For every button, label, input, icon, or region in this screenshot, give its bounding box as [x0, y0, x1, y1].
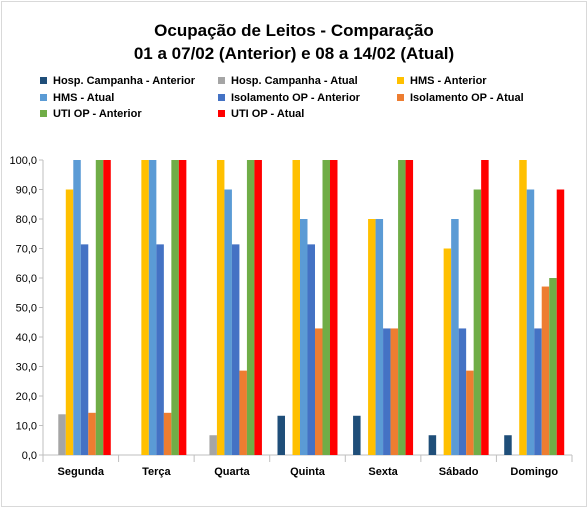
legend-swatch [397, 77, 404, 84]
legend-item-isolamento-op-anterior: Isolamento OP - Anterior [218, 91, 360, 105]
bar [368, 219, 376, 455]
x-tick-label: Quarta [214, 466, 250, 478]
y-tick-label: 90,0 [16, 185, 37, 197]
legend-label: HMS - Anterior [410, 75, 487, 87]
bar [556, 189, 565, 455]
legend-swatch [40, 110, 47, 117]
legend-item-hms-atual: HMS - Atual [40, 91, 114, 105]
bar [58, 414, 66, 455]
bar [292, 160, 300, 455]
legend-item-hosp-campanha-atual: Hosp. Campanha - Atual [218, 74, 358, 88]
bar [224, 189, 232, 455]
bar [73, 160, 81, 455]
bar [451, 219, 459, 455]
bar [473, 189, 482, 455]
bar [466, 370, 474, 455]
bar [398, 160, 406, 455]
x-tick-label: Domingo [510, 466, 558, 478]
bar [88, 412, 96, 455]
y-tick-label: 50,0 [16, 303, 37, 315]
y-tick-label: 20,0 [16, 391, 37, 403]
legend-swatch [218, 77, 225, 84]
legend-label: UTI OP - Anterior [53, 108, 142, 120]
chart-title: Ocupação de Leitos - Comparação [154, 21, 434, 40]
y-tick-label: 70,0 [16, 244, 37, 256]
bar [239, 370, 247, 455]
bar [330, 160, 338, 455]
bar [383, 328, 391, 455]
bar [171, 160, 179, 455]
legend-item-hms-anterior: HMS - Anterior [397, 74, 487, 88]
bar [156, 244, 164, 455]
legend-swatch [218, 110, 225, 117]
bar [481, 160, 489, 455]
legend-swatch [397, 94, 404, 101]
bar [80, 244, 89, 455]
bar [390, 328, 399, 455]
legend-label: Isolamento OP - Atual [410, 92, 524, 104]
chart-subtitle: 01 a 07/02 (Anterior) e 08 a 14/02 (Atua… [133, 44, 455, 63]
bar [141, 160, 149, 455]
bar [307, 244, 315, 455]
legend-item-isolamento-op-atual: Isolamento OP - Atual [397, 91, 524, 105]
bar [541, 286, 550, 455]
bar [277, 415, 285, 455]
legend-swatch [40, 77, 47, 84]
legend-swatch [218, 94, 225, 101]
bar [405, 160, 414, 455]
bar [246, 160, 255, 455]
legend-item-hosp-campanha-anterior: Hosp. Campanha - Anterior [40, 74, 195, 88]
x-tick-label: Sábado [439, 466, 479, 478]
bar [148, 160, 157, 455]
legend-item-uti-op-anterior: UTI OP - Anterior [40, 107, 142, 121]
legend-swatch [40, 94, 47, 101]
bar [254, 160, 262, 455]
y-tick-label: 40,0 [16, 332, 37, 344]
bar [504, 435, 512, 455]
bar [443, 248, 452, 455]
x-tick-label: Terça [142, 466, 171, 478]
bar [322, 160, 330, 455]
bar [526, 189, 535, 455]
y-tick-label: 30,0 [16, 362, 37, 374]
bar [353, 415, 361, 455]
x-tick-label: Quinta [290, 466, 326, 478]
bar [178, 160, 187, 455]
bar [458, 328, 467, 455]
bar [103, 160, 111, 455]
bar [375, 219, 384, 455]
y-tick-label: 80,0 [16, 214, 37, 226]
bar [549, 278, 557, 455]
bar [216, 160, 225, 455]
bar [300, 219, 308, 455]
legend-label: Hosp. Campanha - Atual [231, 75, 358, 87]
legend-label: UTI OP - Atual [231, 108, 305, 120]
y-tick-label: 10,0 [16, 421, 37, 433]
bar [209, 435, 217, 455]
legend-label: HMS - Atual [53, 92, 115, 104]
x-tick-label: Segunda [58, 466, 105, 478]
legend-label: Hosp. Campanha - Anterior [53, 75, 195, 87]
bar [163, 412, 172, 455]
y-tick-label: 60,0 [16, 273, 37, 285]
bar [315, 328, 323, 455]
bar [534, 328, 542, 455]
y-tick-label: 100,0 [9, 155, 37, 167]
bar [519, 160, 527, 455]
legend-item-uti-op-atual: UTI OP - Atual [218, 107, 304, 121]
bar [95, 160, 104, 455]
legend-label: Isolamento OP - Anterior [231, 92, 360, 104]
bar [65, 189, 74, 455]
bar [231, 244, 240, 455]
y-tick-label: 0,0 [22, 450, 37, 462]
x-tick-label: Sexta [368, 466, 398, 478]
bar [428, 435, 437, 455]
